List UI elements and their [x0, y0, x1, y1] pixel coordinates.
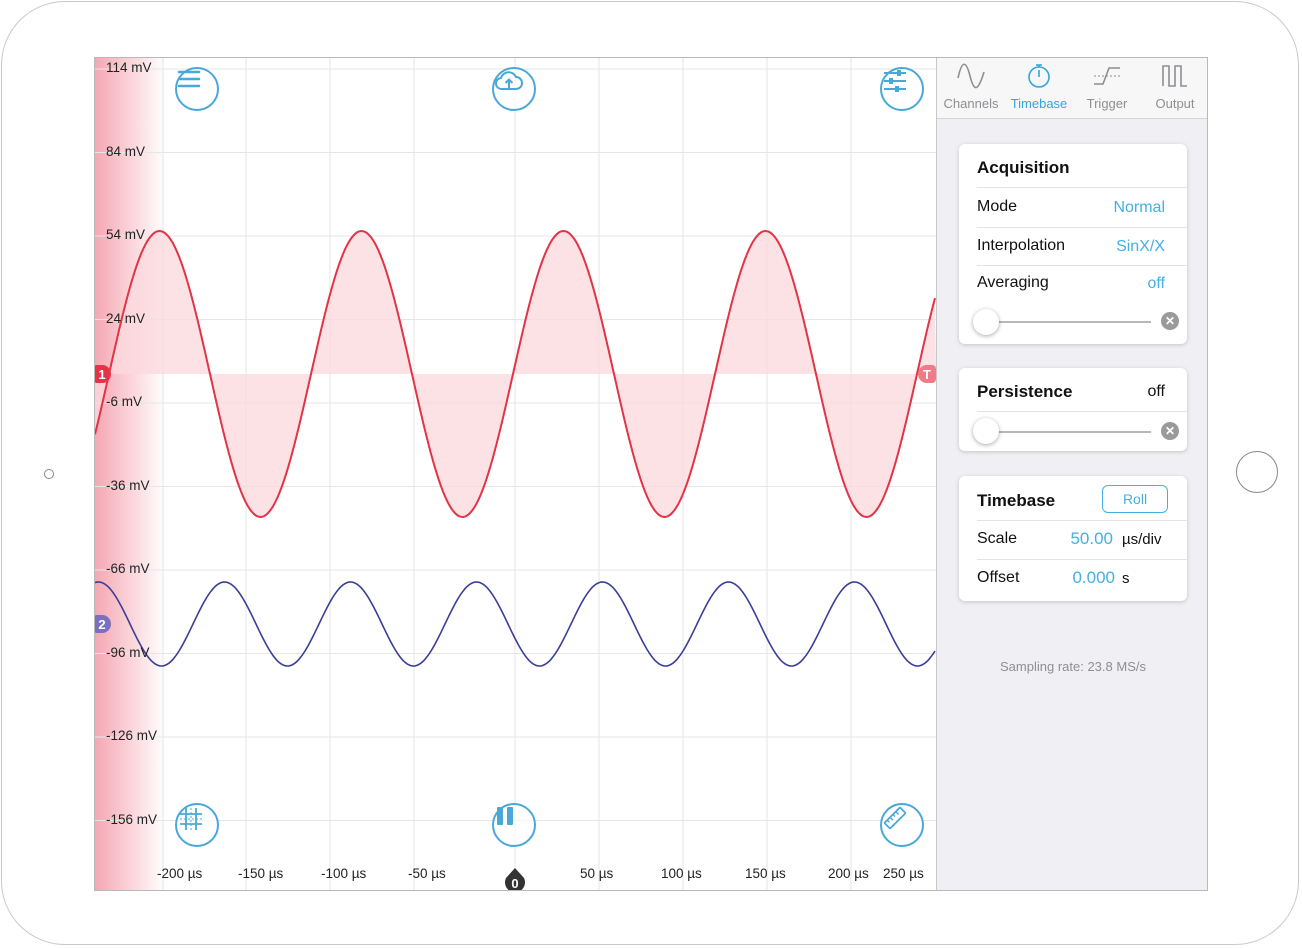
- sliders-icon: [884, 70, 906, 92]
- tab-trigger-label: Trigger: [1086, 96, 1128, 111]
- averaging-value: off: [1147, 275, 1166, 292]
- divider: [977, 411, 1187, 412]
- menu-button[interactable]: [175, 67, 219, 111]
- tab-timebase[interactable]: Timebase: [1005, 58, 1073, 118]
- mode-value[interactable]: Normal: [1113, 199, 1165, 216]
- channel2-marker[interactable]: 2: [95, 615, 111, 633]
- pause-button[interactable]: [492, 803, 536, 847]
- y-axis-label: -36 mV: [106, 477, 150, 493]
- tab-trigger[interactable]: Trigger: [1073, 58, 1141, 118]
- y-axis-label: 24 mV: [106, 310, 146, 326]
- persistence-value: off: [1147, 383, 1166, 400]
- y-axis-label: 54 mV: [106, 227, 146, 242]
- trigger-marker[interactable]: T: [918, 365, 936, 383]
- scale-value[interactable]: 50.00: [1070, 529, 1113, 548]
- camera-dot: [44, 469, 54, 479]
- x-axis-label: -200 µs: [157, 866, 203, 881]
- persistence-slider-knob[interactable]: [973, 418, 999, 444]
- grid-button[interactable]: [175, 803, 219, 847]
- zero-marker-label: 0: [511, 876, 519, 891]
- x-axis-label: 250 µs: [883, 866, 924, 881]
- acquisition-title: Acquisition: [977, 158, 1070, 177]
- trigger-edge-icon: [1094, 67, 1120, 85]
- interpolation-value[interactable]: SinX/X: [1116, 238, 1165, 255]
- tab-output-label: Output: [1155, 96, 1195, 111]
- x-axis-label: -100 µs: [321, 866, 367, 881]
- stopwatch-icon: [1028, 64, 1050, 88]
- grid-lines: [95, 58, 936, 890]
- scale-label: Scale: [977, 530, 1018, 547]
- tab-channels-label: Channels: [943, 96, 999, 111]
- divider: [977, 559, 1187, 560]
- x-axis-label: 200 µs: [828, 866, 869, 881]
- offset-unit: s: [1122, 570, 1130, 587]
- divider: [977, 227, 1187, 228]
- x-axis-label: -150 µs: [238, 866, 284, 881]
- side-panel: Channels Timebase Trigger: [936, 58, 1207, 890]
- tab-channels[interactable]: Channels: [937, 58, 1005, 118]
- square-wave-icon: [1162, 65, 1187, 87]
- x-axis-label: -50 µs: [408, 866, 446, 881]
- close-icon: ✕: [1164, 424, 1176, 438]
- channel1-marker[interactable]: 1: [95, 365, 111, 383]
- roll-button[interactable]: Roll: [1102, 485, 1168, 513]
- measure-button[interactable]: [880, 803, 924, 847]
- x-axis-label: 150 µs: [745, 866, 786, 881]
- zero-marker-shape: [505, 868, 525, 890]
- averaging-clear-button[interactable]: ✕: [1161, 312, 1179, 330]
- scope-plot[interactable]: 114 mV 84 mV 54 mV 24 mV -6 mV -36 mV -66 mV -9…: [95, 58, 936, 891]
- y-axis-label: 84 mV: [106, 143, 146, 159]
- divider: [977, 265, 1187, 266]
- upload-button[interactable]: [492, 67, 536, 111]
- y-axis-label: -66 mV: [106, 561, 150, 576]
- y-axis-label: 114 mV: [106, 60, 152, 75]
- waveform-svg: [95, 58, 936, 890]
- channel1-trace: [95, 229, 936, 519]
- interpolation-label: Interpolation: [977, 237, 1066, 254]
- cloud-upload-icon: [495, 71, 523, 90]
- time-zero-marker[interactable]: 0: [504, 868, 526, 891]
- offset-value[interactable]: 0.000: [1072, 568, 1115, 587]
- settings-button[interactable]: [880, 67, 924, 111]
- home-button[interactable]: [1236, 451, 1278, 493]
- app-screen: 114 mV 84 mV 54 mV 24 mV -6 mV -36 mV -66 mV -9…: [94, 57, 1208, 891]
- x-axis-label: 50 µs: [580, 866, 614, 881]
- y-axis-label: -96 mV: [106, 644, 150, 660]
- timebase-title: Timebase: [977, 491, 1056, 510]
- averaging-slider-knob[interactable]: [973, 309, 999, 335]
- sampling-rate: Sampling rate: 23.8 MS/s: [1000, 659, 1146, 674]
- channel1-fill: [95, 231, 936, 517]
- sine-wave-icon: [957, 63, 985, 89]
- acquisition-card: Acquisition Mode Normal Interpolation Si…: [959, 144, 1187, 344]
- close-icon: ✕: [1164, 314, 1176, 328]
- menu-icon: [177, 70, 201, 88]
- averaging-label: Averaging: [977, 274, 1049, 291]
- timebase-card: Timebase Roll Scale 50.00 µs/div Offset …: [959, 476, 1187, 601]
- mode-label: Mode: [977, 198, 1018, 215]
- tab-bar: Channels Timebase Trigger: [937, 58, 1207, 119]
- overrange-shading: [95, 58, 165, 890]
- persistence-clear-button[interactable]: ✕: [1161, 422, 1179, 440]
- scale-unit: µs/div: [1122, 531, 1162, 548]
- y-axis-label: -126 mV: [106, 728, 158, 743]
- y-axis-label: -6 mV: [106, 394, 143, 409]
- x-axis-label: 100 µs: [661, 866, 702, 881]
- divider: [977, 187, 1187, 188]
- divider: [977, 520, 1187, 521]
- averaging-slider[interactable]: [979, 321, 1151, 323]
- channel2-trace: [95, 581, 936, 667]
- tab-output[interactable]: Output: [1141, 58, 1207, 118]
- y-axis-label: -156 mV: [106, 811, 158, 827]
- pause-icon: [497, 807, 513, 825]
- grid-icon: [180, 808, 202, 830]
- tab-timebase-label: Timebase: [1010, 96, 1068, 111]
- persistence-title: Persistence: [977, 382, 1073, 401]
- ruler-icon: [883, 806, 907, 830]
- persistence-card: Persistence off ✕: [959, 368, 1187, 451]
- persistence-slider[interactable]: [979, 431, 1151, 433]
- offset-label: Offset: [977, 569, 1020, 586]
